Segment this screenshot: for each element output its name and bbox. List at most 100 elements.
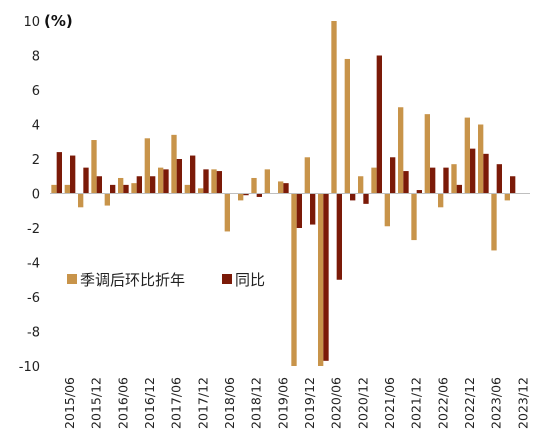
x-tick-label: 2016/06 [115,377,130,429]
bar-series-1 [318,193,324,366]
bar-series-2 [243,193,249,196]
bar-series-2 [283,183,289,194]
bar-series-2 [190,155,196,194]
legend-label-series-2: 同比 [235,271,265,289]
x-tick-label: 2016/12 [142,377,157,429]
legend-swatch-series-2 [222,274,232,284]
bar-series-1 [264,169,270,194]
x-tick-label: 2017/06 [169,377,184,429]
bar-series-2 [203,169,209,194]
x-tick-label: 2022/12 [462,377,477,429]
bar-series-1 [184,184,190,194]
x-tick-label: 2021/12 [409,377,424,429]
x-tick-label: 2018/12 [249,377,264,429]
bar-series-1 [424,114,430,194]
bar-series-2 [96,176,102,194]
bar-series-2 [136,176,142,194]
bar-series-2 [256,193,262,197]
bar-series-2 [443,167,449,194]
bar-series-1 [278,181,284,194]
bar-series-2 [110,184,116,194]
bars-group [51,21,516,366]
bar-series-1 [358,176,364,194]
bar-series-2 [363,193,369,204]
x-tick-label: 2015/06 [62,377,77,429]
bar-series-2 [123,184,129,194]
unit-label: (%) [44,12,73,30]
legend-label-series-1: 季调后环比折年 [80,271,185,289]
y-tick-label: -4 [27,257,40,272]
bar-series-1 [478,124,484,194]
bar-series-1 [131,183,137,194]
bar-series-1 [91,140,97,194]
bar-series-2 [350,193,356,201]
y-tick-label: 4 [32,119,40,134]
bar-series-1 [491,193,497,251]
bar-series-2 [176,159,182,194]
x-tick-label: 2020/12 [355,377,370,429]
bar-series-2 [216,171,222,194]
y-tick-label: -2 [27,222,40,237]
bar-series-2 [416,190,422,194]
bar-series-1 [344,58,350,194]
y-tick-label: -10 [19,360,40,375]
y-tick-label: -8 [27,326,40,341]
bar-series-2 [296,193,302,228]
y-tick-label: 2 [32,153,40,168]
bar-series-2 [70,155,76,194]
bar-series-2 [323,193,329,361]
x-tick-label: 2019/06 [275,377,290,429]
x-tick-label: 2021/06 [382,377,397,429]
x-axis-labels: 2015/06 2015/12 2016/06 2016/12 2017/06 2017/… [62,377,530,429]
bar-series-2 [310,193,316,225]
bar-series-2 [163,169,169,194]
bar-series-1 [438,193,444,208]
x-tick-label: 2018/06 [222,377,237,429]
bar-series-1 [224,193,230,232]
y-tick-label: 8 [32,50,40,65]
y-tick-label: 0 [32,188,40,203]
bar-series-1 [371,167,377,194]
bar-series-1 [251,177,257,194]
bar-series-2 [456,184,462,194]
bar-series-2 [403,171,409,194]
y-tick-label: -6 [27,291,40,306]
bar-series-1 [398,107,404,194]
y-tick-label: 10 [23,15,40,30]
bar-series-2 [510,176,516,194]
bar-series-1 [78,193,84,208]
bar-series-2 [336,193,342,280]
bar-series-2 [83,167,89,194]
bar-series-1 [504,193,510,201]
bar-series-1 [104,193,110,206]
bar-series-2 [390,157,396,194]
legend-swatch-series-1 [67,274,77,284]
bar-series-1 [51,184,57,194]
bar-series-2 [470,148,476,194]
y-axis-labels: -10 -8 -6 -4 -2 0 2 4 6 8 10 [19,15,40,375]
bar-series-2 [150,176,156,194]
bar-series-2 [376,55,382,194]
bar-series-1 [238,193,244,201]
x-tick-label: 2017/12 [195,377,210,429]
bar-series-2 [56,152,62,194]
bar-series-1 [451,164,457,194]
bar-series-1 [384,193,390,227]
bar-series-1 [211,169,217,194]
bar-series-1 [411,193,417,241]
x-tick-label: 2019/12 [302,377,317,429]
legend: 季调后环比折年 同比 [67,271,265,289]
bar-series-1 [64,184,70,194]
bar-series-1 [198,188,204,194]
x-tick-label: 2023/06 [489,377,504,429]
bar-series-1 [291,193,297,366]
bar-series-2 [430,167,436,194]
bar-series-1 [304,157,310,194]
y-tick-label: 6 [32,84,40,99]
bar-series-1 [118,177,124,194]
x-tick-label: 2023/12 [515,377,530,429]
bar-series-1 [171,134,177,194]
bar-series-1 [464,117,470,194]
x-tick-label: 2015/12 [89,377,104,429]
